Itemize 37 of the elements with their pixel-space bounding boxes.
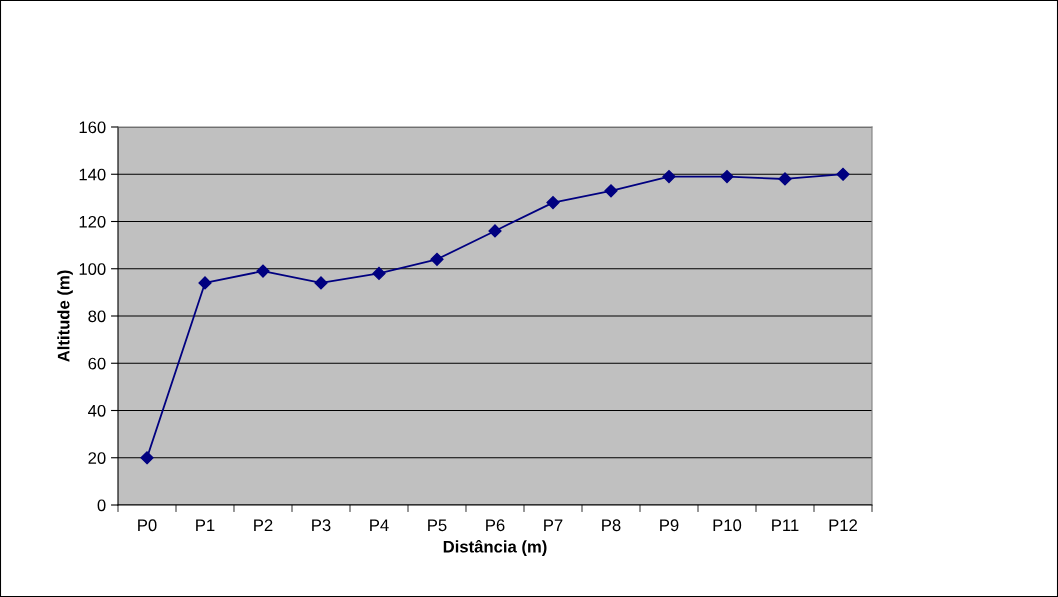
x-tick-label: P3 [312, 519, 331, 532]
x-tick-label: P12 [829, 519, 857, 531]
point [604, 184, 618, 198]
y-tick-label: 40 [88, 404, 106, 417]
x-tick-label: P8 [602, 519, 621, 532]
point [140, 451, 154, 465]
point [662, 170, 676, 184]
y-tick-label: 120 [79, 215, 106, 228]
y-tick-label: 140 [79, 168, 106, 181]
x-tick-label: P9 [660, 519, 679, 532]
x-tick-label: P6 [486, 519, 505, 532]
point [836, 167, 850, 181]
x-tick-label: P10 [713, 519, 742, 532]
point [430, 252, 444, 266]
point [314, 276, 328, 290]
y-tick-label: 160 [79, 121, 106, 134]
x-tick-label: P0 [138, 519, 157, 532]
y-tick-label: 80 [88, 310, 106, 323]
point [372, 266, 386, 281]
point [198, 276, 212, 290]
y-tick-label: 100 [79, 263, 106, 275]
y-tick-label: 60 [88, 357, 106, 370]
x-tick-label: P7 [544, 519, 563, 531]
x-tick-label: P5 [428, 519, 447, 532]
point [778, 172, 792, 186]
x-tick-label: P2 [254, 519, 273, 531]
point [488, 224, 502, 238]
point [546, 196, 560, 210]
point [720, 170, 734, 184]
y-axis-title: Altitude (m) [57, 270, 73, 362]
x-tick-label: P4 [370, 519, 389, 531]
point [256, 264, 270, 278]
y-tick-label: 20 [88, 452, 106, 464]
x-axis-title: Distância (m) [443, 539, 547, 556]
x-tick-label: P11 [772, 519, 799, 531]
y-tick-label: 0 [97, 499, 106, 512]
x-tick-label: P1 [196, 519, 215, 531]
